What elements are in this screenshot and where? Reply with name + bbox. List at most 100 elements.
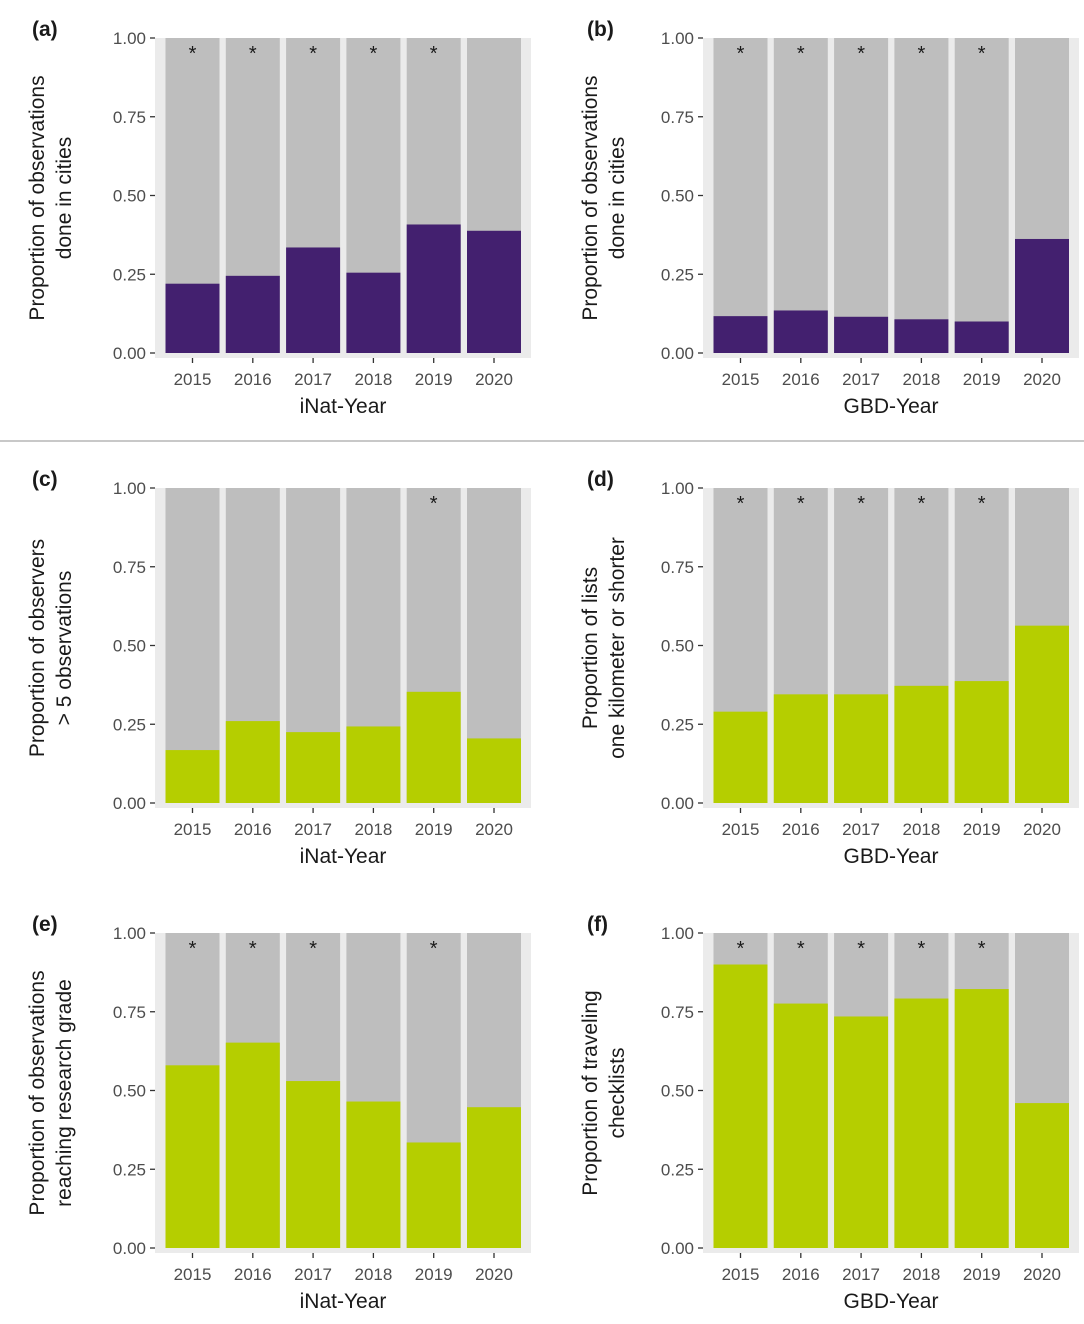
x-axis-title: GBD-Year [844,395,939,418]
y-tick-label: 0.25 [113,1160,146,1179]
x-tick-label: 2016 [234,820,272,839]
significance-mark: * [857,493,865,515]
x-tick-label: 2019 [415,1265,453,1284]
x-axis-title: iNat-Year [300,845,387,868]
x-tick-label: 2016 [782,1265,820,1284]
y-tick-label: 0.75 [661,1003,694,1022]
significance-mark: * [737,493,745,515]
significance-mark: * [797,43,805,65]
bar-background [894,38,949,353]
bar-2016 [773,310,828,353]
x-tick-label: 2018 [902,1265,940,1284]
y-axis-title: > 5 observations [53,571,76,726]
bar-2015 [165,283,220,353]
y-tick-label: 1.00 [661,924,694,943]
bar-2016 [225,721,280,803]
significance-mark: * [857,43,865,65]
y-tick-label: 0.75 [113,558,146,577]
x-tick-label: 2020 [475,820,513,839]
significance-mark: * [370,43,378,65]
bar-background [713,38,768,353]
x-axis-title: GBD-Year [844,845,939,868]
y-axis-title: Proportion of observations [26,970,49,1215]
significance-mark: * [978,43,986,65]
y-tick-label: 1.00 [113,924,146,943]
significance-mark: * [737,938,745,960]
bar-2016 [773,694,828,803]
x-tick-label: 2016 [234,1265,272,1284]
x-tick-label: 2018 [354,820,392,839]
bar-2019 [406,691,461,803]
x-tick-label: 2017 [842,370,880,389]
y-tick-label: 0.25 [113,265,146,284]
x-tick-label: 2019 [963,820,1001,839]
y-tick-label: 0.00 [113,794,146,813]
y-tick-label: 0.50 [661,1082,694,1101]
x-tick-label: 2015 [722,1265,760,1284]
bar-2015 [713,964,768,1248]
y-tick-label: 0.75 [661,558,694,577]
panel-c: (c) 0.00 0.25 0.50 0.75 1.00 2015 2016 2017 2018 *… [26,468,531,868]
x-tick-label: 2016 [782,820,820,839]
y-tick-label: 0.50 [113,1082,146,1101]
x-tick-label: 2015 [174,370,212,389]
panel-label: (f) [587,913,608,936]
y-tick-label: 0.50 [113,187,146,206]
x-axis-title: iNat-Year [300,1290,387,1313]
y-axis-title: Proportion of observations [26,75,49,320]
y-axis-title: Proportion of lists [579,567,602,729]
panel-a: (a) 0.00 0.25 0.50 0.75 1.00 * 2015 * 2016 * 2017 * 2… [26,18,531,418]
x-tick-label: 2019 [963,370,1001,389]
x-tick-label: 2018 [354,1265,392,1284]
significance-mark: * [249,43,257,65]
bar-2019 [406,1142,461,1248]
y-tick-label: 1.00 [113,479,146,498]
significance-mark: * [918,938,926,960]
y-tick-label: 0.25 [113,715,146,734]
y-tick-label: 0.50 [113,637,146,656]
significance-mark: * [737,43,745,65]
significance-mark: * [249,938,257,960]
x-tick-label: 2018 [902,370,940,389]
y-tick-label: 0.00 [113,1239,146,1258]
bar-2018 [894,685,949,803]
y-tick-label: 1.00 [661,479,694,498]
x-axis-title: GBD-Year [844,1290,939,1313]
bar-2015 [713,711,768,803]
bar-2020 [1015,1103,1069,1248]
significance-mark: * [189,43,197,65]
x-tick-label: 2019 [415,820,453,839]
bar-2017 [834,694,889,803]
x-tick-label: 2017 [294,820,332,839]
y-tick-label: 0.25 [661,1160,694,1179]
bar-background [954,38,1009,353]
y-axis-title: done in cities [53,137,76,260]
x-tick-label: 2015 [174,820,212,839]
x-tick-label: 2018 [902,820,940,839]
x-tick-label: 2015 [174,1265,212,1284]
bar-2015 [713,316,768,353]
bar-2017 [286,1081,341,1248]
bar-2019 [406,224,461,353]
bar-2016 [225,1042,280,1248]
x-tick-label: 2020 [1023,820,1061,839]
y-tick-label: 0.00 [661,1239,694,1258]
bar-2016 [225,275,280,353]
bar-2019 [954,681,1009,803]
panel-label: (e) [32,913,58,936]
panel-label: (c) [32,468,58,491]
x-tick-label: 2020 [475,1265,513,1284]
significance-mark: * [978,493,986,515]
x-tick-label: 2015 [722,370,760,389]
bar-2017 [834,1016,889,1248]
bar-2015 [165,750,220,803]
y-axis-title: done in cities [606,137,629,260]
significance-mark: * [309,938,317,960]
y-axis-title: reaching research grade [53,979,76,1207]
bar-2016 [773,1003,828,1248]
x-tick-label: 2018 [354,370,392,389]
significance-mark: * [797,493,805,515]
bar-2018 [894,319,949,353]
y-axis-title: one kilometer or shorter [606,537,629,759]
